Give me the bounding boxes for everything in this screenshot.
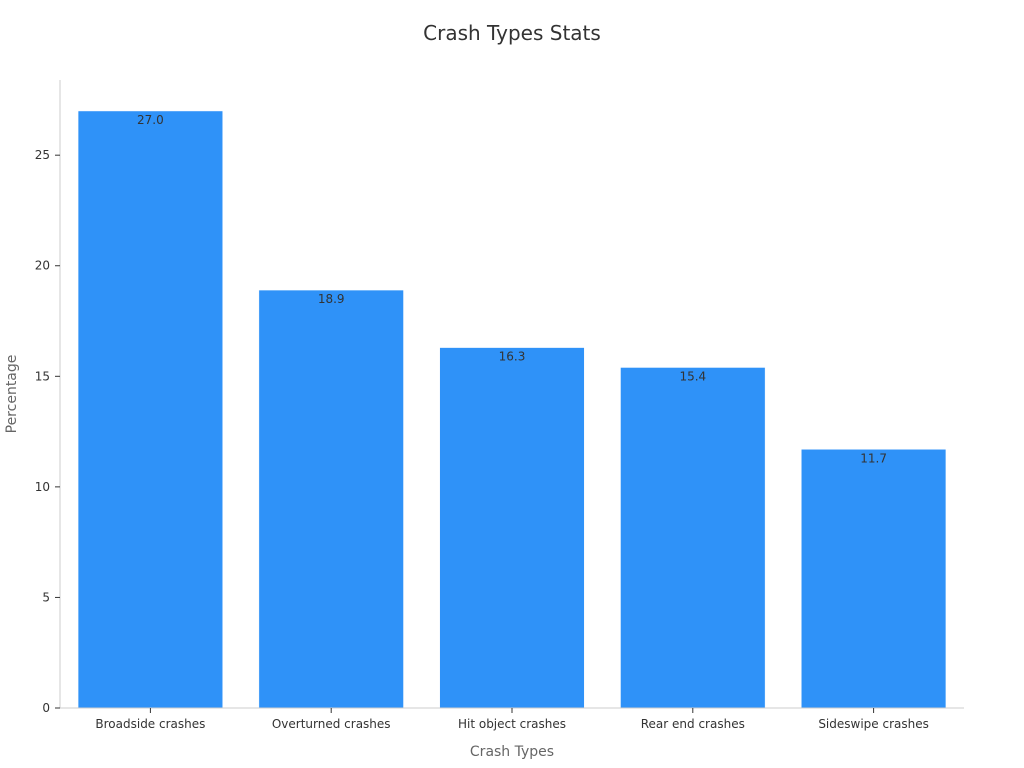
x-tick-label: Rear end crashes — [641, 717, 745, 731]
x-tick-label: Sideswipe crashes — [818, 717, 929, 731]
bar — [620, 367, 766, 709]
bar — [801, 449, 947, 709]
plot-area: 27.0 18.9 16.3 15.4 11.7 — [77, 110, 947, 709]
data-label: 27.0 — [137, 113, 164, 127]
chart-title: Crash Types Stats — [423, 21, 601, 45]
data-label: 15.4 — [679, 369, 706, 383]
bar — [258, 289, 404, 709]
data-label: 11.7 — [860, 451, 887, 465]
y-tick-label: 0 — [42, 701, 50, 715]
y-axis-title: Percentage — [4, 355, 20, 434]
y-tick-label: 20 — [35, 259, 50, 273]
x-tick-label: Broadside crashes — [95, 717, 205, 731]
y-tick-label: 25 — [35, 148, 50, 162]
x-tick-label: Hit object crashes — [458, 717, 566, 731]
y-tick-label: 5 — [42, 590, 50, 604]
y-tick-label: 10 — [35, 480, 50, 494]
bar — [77, 110, 223, 709]
x-axis-title: Crash Types — [470, 744, 554, 760]
y-tick-label: 15 — [35, 369, 50, 383]
data-label: 18.9 — [318, 292, 345, 306]
data-label: 16.3 — [499, 350, 526, 364]
bar — [439, 347, 585, 709]
x-tick-label: Overturned crashes — [272, 717, 391, 731]
